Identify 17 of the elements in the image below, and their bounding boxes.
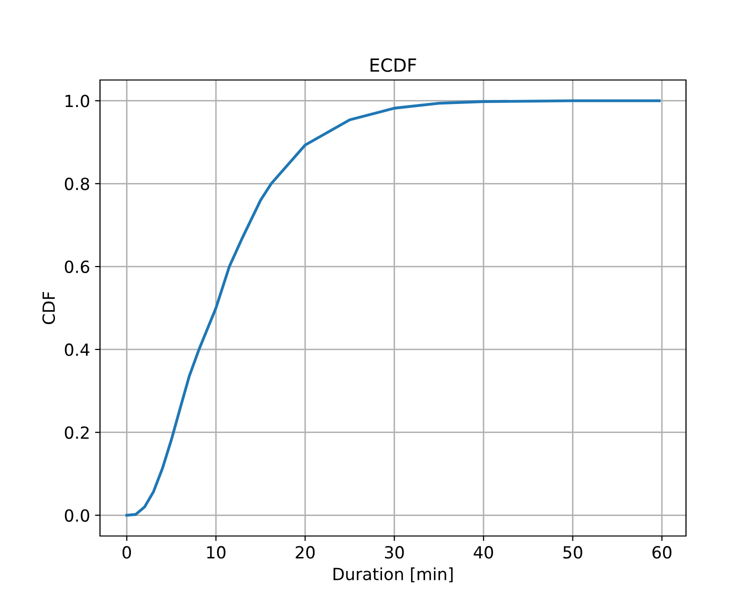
y-tick-label: 0.2 <box>64 426 89 439</box>
y-tick-label: 0.4 <box>64 343 90 356</box>
x-axis-title: Duration [min] <box>334 567 453 582</box>
y-tick-label: 0.0 <box>64 509 90 522</box>
y-tick-label: 0.6 <box>64 260 90 274</box>
x-tick-label: 40 <box>474 546 494 559</box>
x-tick-label: 30 <box>385 546 404 559</box>
y-axis-title: CDF <box>42 292 55 324</box>
chart-title: ECDF <box>370 58 416 72</box>
line-series <box>125 99 661 517</box>
y-tick-label: 1.0 <box>66 94 90 108</box>
y-tick-label: 0.8 <box>64 178 90 190</box>
x-tick-label: 20 <box>296 546 315 559</box>
x-tick-label: 50 <box>563 546 582 559</box>
x-tick-label: 10 <box>207 546 226 559</box>
x-tick-label: 0 <box>122 546 131 559</box>
x-tick-label: 60 <box>652 546 672 559</box>
